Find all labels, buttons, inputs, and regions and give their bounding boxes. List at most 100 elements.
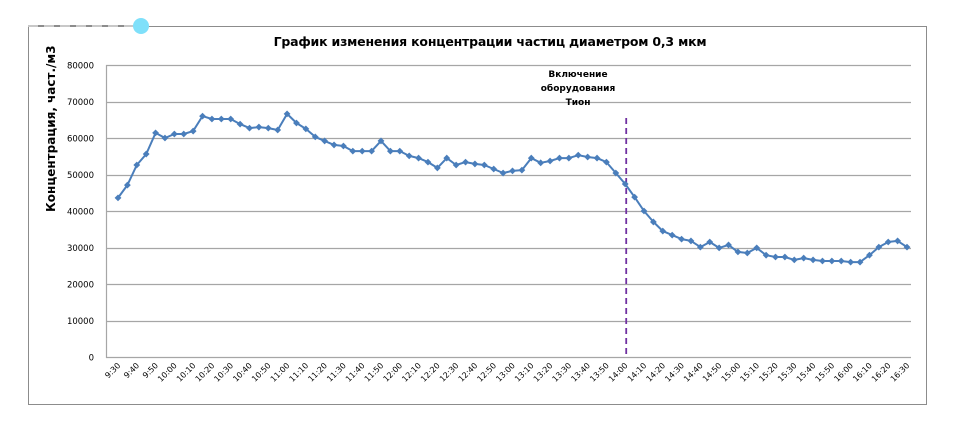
x-tick-label: 10:00 — [156, 361, 179, 384]
data-point-diamond-icon — [640, 207, 648, 215]
data-point-diamond-icon — [819, 257, 826, 265]
x-tick-label: 15:40 — [795, 361, 818, 384]
data-point-diamond-icon — [340, 142, 347, 150]
x-tick-label: 10:20 — [194, 361, 217, 384]
data-point-diamond-icon — [734, 248, 742, 256]
data-point-diamond-icon — [565, 154, 573, 162]
data-point-diamond-icon — [424, 158, 432, 166]
data-point-diamond-icon — [509, 167, 516, 175]
data-point-diamond-icon — [612, 169, 620, 177]
data-point-diamond-icon — [593, 154, 601, 162]
data-point-diamond-icon — [884, 238, 892, 246]
data-point-diamond-icon — [349, 147, 357, 155]
x-tick-label: 13:30 — [551, 361, 574, 384]
annotation-equipment-on: Включение оборудования Тион — [528, 68, 628, 110]
data-point-diamond-icon — [631, 193, 639, 201]
y-tick-label: 40000 — [67, 208, 94, 218]
data-point-diamond-icon — [621, 180, 629, 188]
x-tick-label: 11:50 — [363, 361, 386, 384]
data-point-diamond-icon — [894, 237, 902, 245]
x-tick-label: 11:30 — [325, 361, 348, 384]
x-axis-ticks: 9:30 9:40 9:5010:0010:1010:2010:3010:4010:… — [103, 361, 911, 384]
data-point-diamond-icon — [377, 137, 385, 145]
chart-title: График изменения концентрации частиц диа… — [273, 34, 707, 49]
annotation-line-2: оборудования — [540, 84, 616, 94]
gridlines — [105, 64, 911, 359]
data-point-diamond-icon — [415, 154, 422, 162]
data-point-diamond-icon — [368, 147, 376, 155]
data-point-diamond-icon — [405, 152, 413, 160]
x-tick-label: 15:20 — [757, 361, 780, 384]
data-point-diamond-icon — [603, 158, 610, 166]
data-point-diamond-icon — [800, 254, 808, 262]
data-point-diamond-icon — [114, 194, 122, 202]
x-tick-label: 16:00 — [832, 361, 855, 384]
data-point-diamond-icon — [208, 115, 216, 123]
x-tick-label: 15:10 — [738, 361, 761, 384]
data-point-diamond-icon — [480, 161, 488, 169]
data-point-diamond-icon — [311, 133, 319, 141]
data-point-diamond-icon — [772, 253, 779, 261]
data-point-diamond-icon — [687, 237, 695, 245]
data-point-diamond-icon — [255, 123, 263, 131]
data-series — [114, 110, 911, 266]
x-tick-label: 14:50 — [701, 361, 724, 384]
data-point-diamond-icon — [706, 238, 714, 246]
data-point-diamond-icon — [527, 154, 535, 162]
y-axis-ticks: 0 10000 20000 30000 40000 50000 60000 70000 8000… — [67, 62, 94, 364]
y-tick-label: 20000 — [67, 281, 94, 291]
data-point-diamond-icon — [875, 243, 883, 251]
x-tick-label: 12:10 — [400, 361, 423, 384]
data-point-diamond-icon — [584, 153, 592, 161]
x-tick-label: 13:50 — [588, 361, 611, 384]
data-point-diamond-icon — [142, 150, 150, 158]
y-tick-label: 30000 — [67, 244, 94, 254]
x-tick-label: 16:20 — [870, 361, 893, 384]
x-tick-label: 10:10 — [175, 361, 198, 384]
data-point-diamond-icon — [790, 256, 798, 264]
x-tick-label: 13:40 — [569, 361, 592, 384]
x-tick-label: 15:30 — [776, 361, 799, 384]
data-point-diamond-icon — [170, 130, 178, 138]
y-tick-label: 10000 — [67, 317, 94, 327]
data-point-diamond-icon — [283, 110, 291, 118]
data-point-diamond-icon — [903, 243, 911, 251]
frame-top-border-segment — [28, 25, 138, 27]
data-point-diamond-icon — [396, 147, 404, 155]
x-tick-label: 11:40 — [344, 361, 367, 384]
x-tick-label: 10:30 — [212, 361, 235, 384]
x-tick-label: 9:40 — [122, 361, 141, 380]
x-tick-label: 11:00 — [269, 361, 292, 384]
data-point-diamond-icon — [227, 115, 235, 123]
data-point-diamond-icon — [264, 124, 272, 132]
x-tick-label: 12:30 — [438, 361, 461, 384]
data-point-diamond-icon — [217, 115, 225, 123]
data-point-diamond-icon — [123, 181, 131, 189]
data-point-diamond-icon — [246, 124, 253, 132]
data-point-diamond-icon — [537, 159, 545, 167]
data-point-diamond-icon — [574, 151, 582, 159]
data-point-diamond-icon — [668, 231, 676, 239]
x-tick-label: 14:20 — [645, 361, 668, 384]
x-tick-label: 13:00 — [494, 361, 517, 384]
data-point-diamond-icon — [696, 243, 704, 251]
annotation-line-1: Включение — [548, 70, 608, 80]
data-point-diamond-icon — [490, 165, 498, 173]
data-point-diamond-icon — [180, 130, 188, 138]
data-point-diamond-icon — [546, 157, 554, 165]
x-tick-label: 10:40 — [231, 361, 254, 384]
data-point-diamond-icon — [199, 112, 206, 120]
data-point-diamond-icon — [274, 126, 282, 134]
x-tick-label: 13:10 — [513, 361, 536, 384]
x-tick-label: 12:00 — [382, 361, 405, 384]
data-point-diamond-icon — [725, 241, 732, 249]
x-tick-label: 15:00 — [720, 361, 743, 384]
data-point-diamond-icon — [856, 258, 864, 266]
x-tick-label: 16:30 — [889, 361, 912, 384]
data-point-diamond-icon — [499, 169, 507, 177]
x-tick-label: 11:20 — [306, 361, 329, 384]
x-tick-label: 12:50 — [475, 361, 498, 384]
data-point-diamond-icon — [386, 147, 394, 155]
data-point-diamond-icon — [781, 253, 789, 261]
data-point-diamond-icon — [518, 166, 526, 174]
